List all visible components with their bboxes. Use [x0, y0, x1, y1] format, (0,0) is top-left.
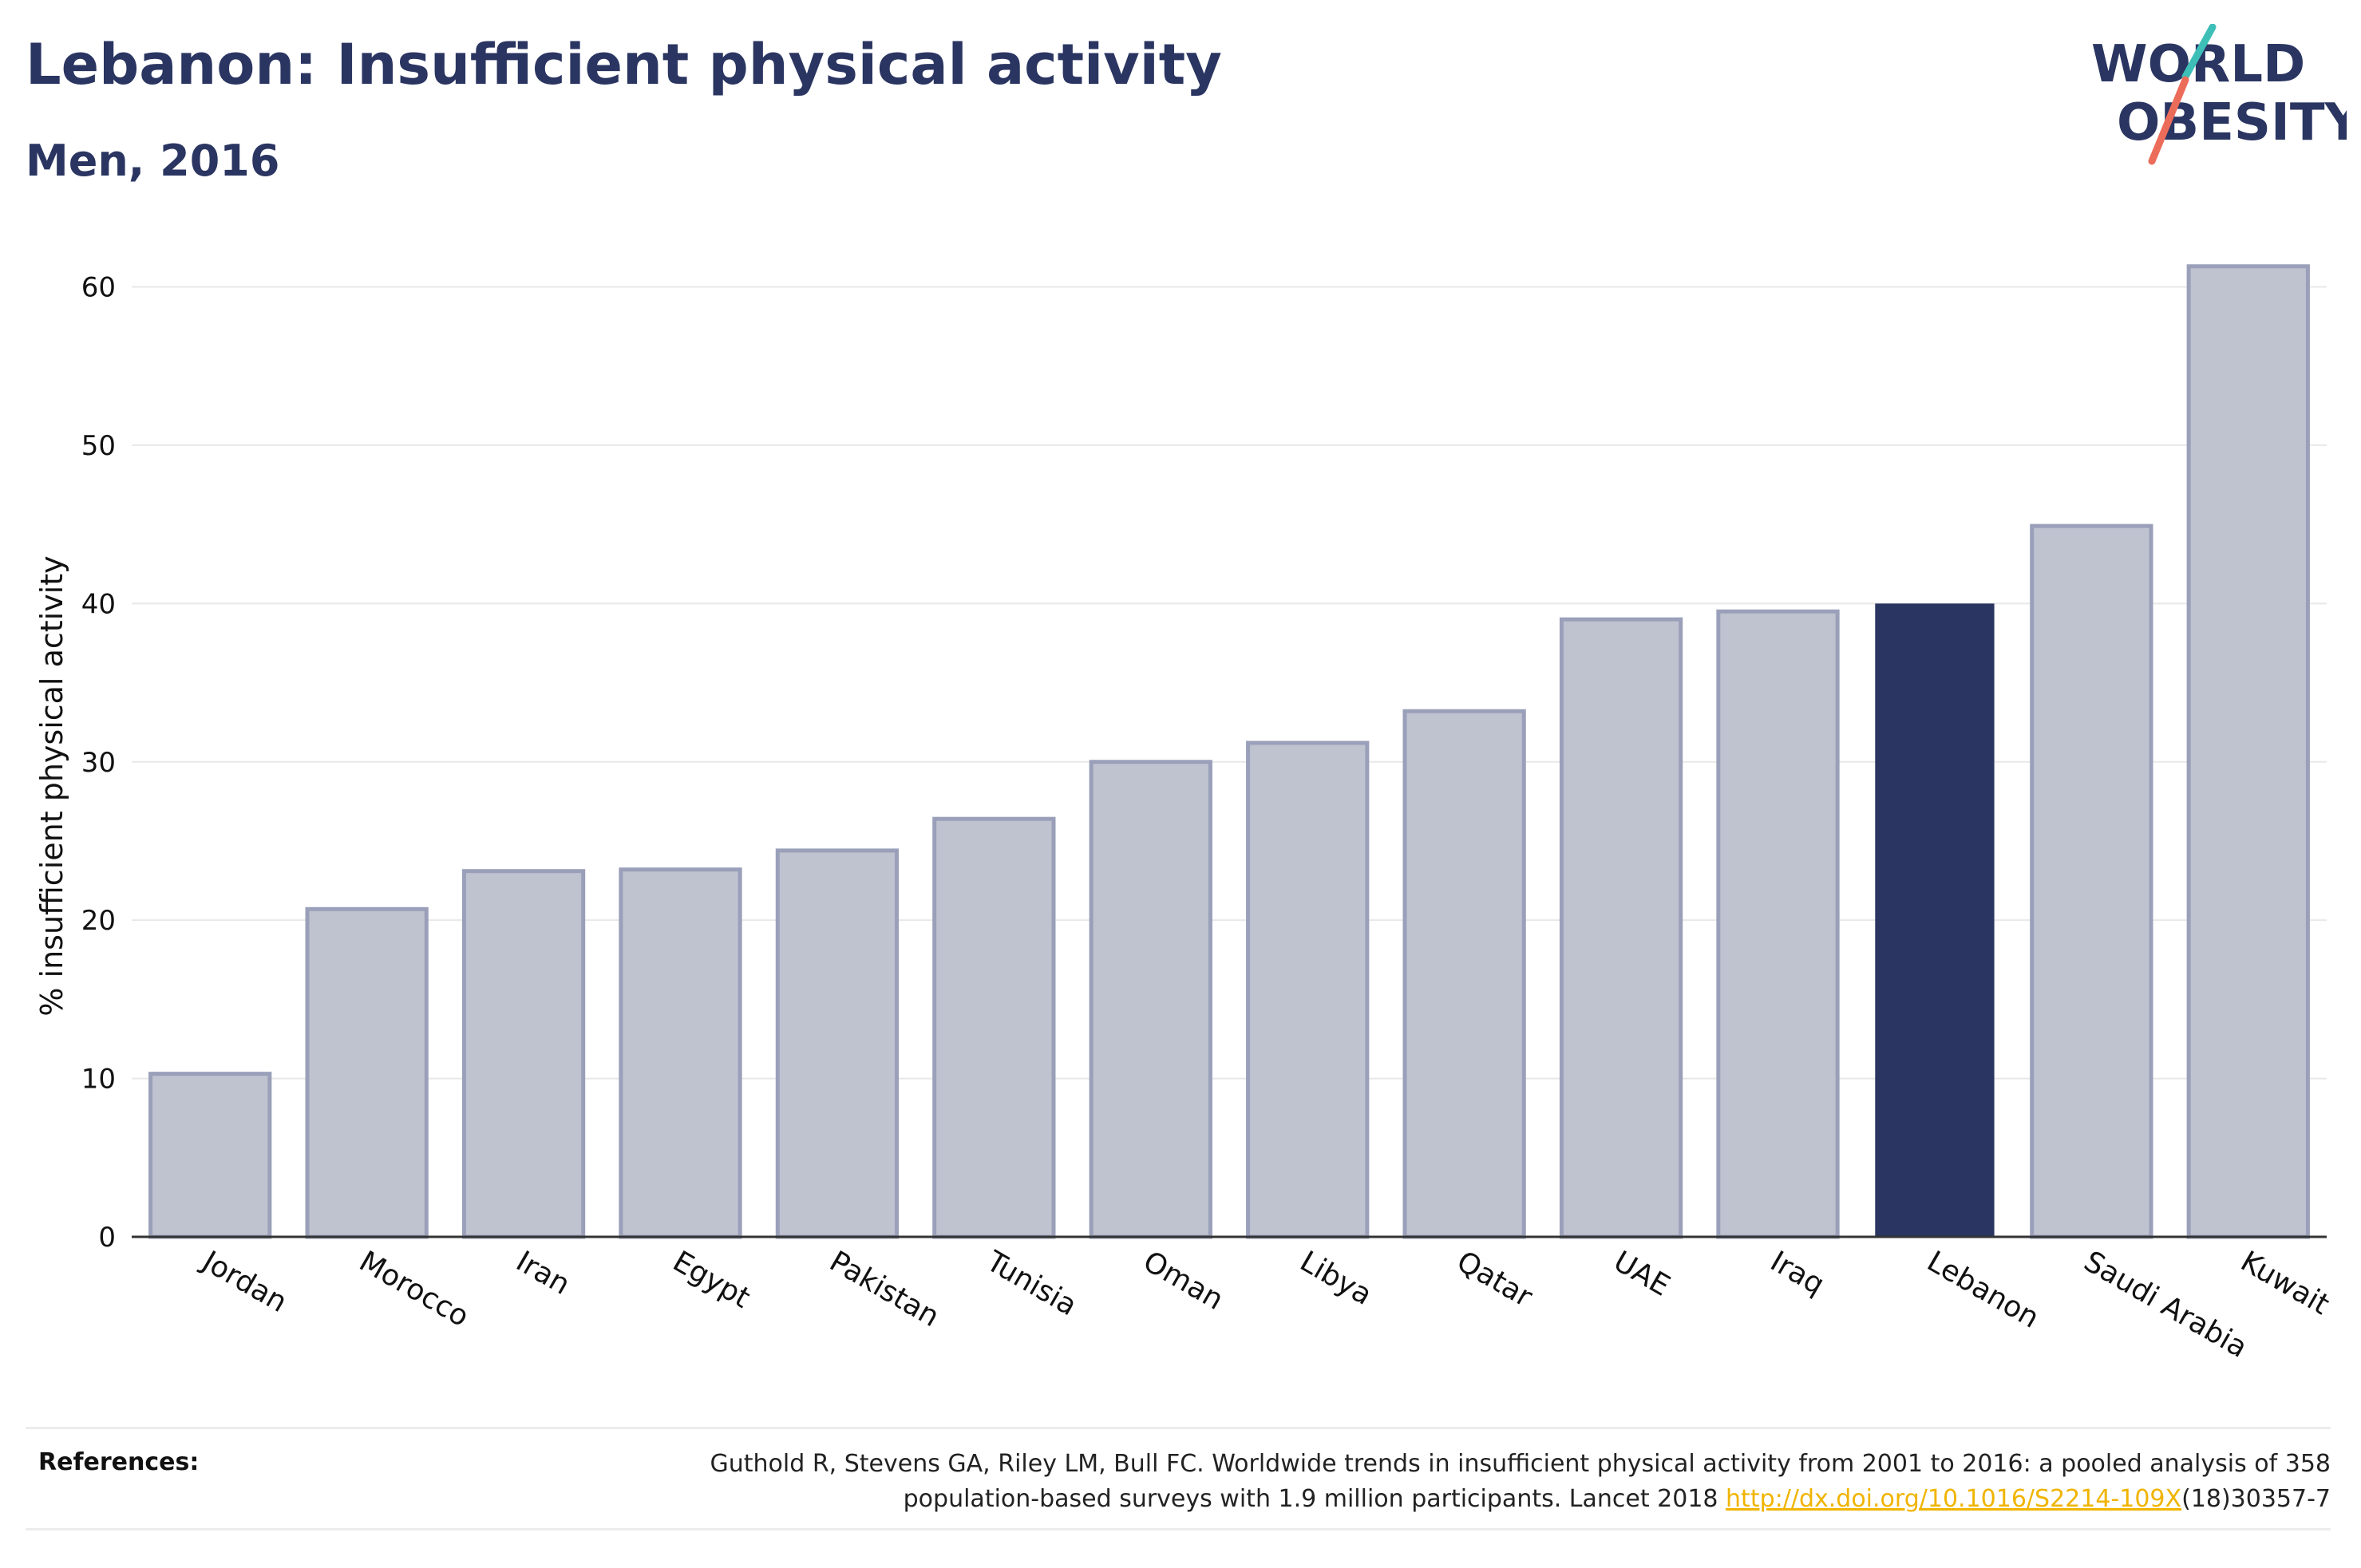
y-tick-label: 50 — [81, 430, 116, 462]
x-tick-label: Iraq — [1765, 1245, 1829, 1301]
bar-chart: 0 10 20 30 40 50 60 Jordan Morocco Iran Egypt Paki… — [34, 264, 2335, 1365]
x-tick-label: Oman — [1137, 1245, 1228, 1317]
references-text: Guthold R, Stevens GA, Riley LM, Bull FC… — [495, 1447, 2331, 1517]
bar-oman — [1089, 760, 1212, 1239]
references-label: References: — [38, 1448, 200, 1476]
x-tick-label: Iran — [511, 1245, 575, 1301]
bar-egypt — [619, 867, 742, 1239]
y-tick-label: 0 — [98, 1222, 116, 1254]
bar-uae — [1559, 617, 1683, 1239]
gridlines — [132, 286, 2327, 1080]
world-obesity-logo: WORLD OBESITY — [2091, 24, 2347, 165]
logo-slash-bottom-icon — [2148, 76, 2189, 165]
x-tick-label: Qatar — [1451, 1245, 1537, 1313]
y-tick-label: 30 — [81, 747, 116, 779]
bar-pakistan — [775, 848, 900, 1239]
x-tick-label: Kuwait — [2235, 1245, 2335, 1321]
references-doi-link[interactable]: http://dx.doi.org/10.1016/S2214-109X — [1726, 1485, 2182, 1513]
x-tick-label: Pakistan — [824, 1245, 944, 1333]
references-line2-end: (18)30357-7 — [2181, 1485, 2331, 1513]
x-tick-label: Lebanon — [1921, 1245, 2044, 1335]
x-tick-label: Tunisia — [980, 1245, 1082, 1322]
y-tick-label: 20 — [81, 905, 116, 937]
x-tick-label: Jordan — [196, 1244, 292, 1319]
bar-iraq — [1716, 609, 1840, 1239]
page-title: Lebanon: Insufficient physical activity — [26, 32, 1222, 97]
x-tick-label: UAE — [1608, 1245, 1675, 1302]
bar-lebanon — [1875, 603, 1995, 1237]
x-tick-label: Egypt — [667, 1245, 755, 1314]
x-tick-label: Morocco — [354, 1245, 474, 1333]
bar-tunisia — [932, 816, 1056, 1239]
bar-iran — [461, 869, 586, 1239]
references-line1: Guthold R, Stevens GA, Riley LM, Bull FC… — [710, 1450, 2331, 1478]
bar-saudi-arabia — [2030, 523, 2153, 1239]
page-subtitle: Men, 2016 — [26, 136, 280, 186]
y-axis-label: % insufficient physical activity — [34, 555, 69, 1016]
logo-slash-top-icon — [2181, 24, 2217, 81]
bar-kuwait — [2186, 264, 2310, 1239]
bar-libya — [1246, 741, 1370, 1239]
x-tick-label: Libya — [1295, 1245, 1378, 1312]
bar-jordan — [148, 1072, 272, 1239]
references-section: References: Guthold R, Stevens GA, Riley… — [26, 1427, 2331, 1530]
x-tick-labels: Jordan Morocco Iran Egypt Pakistan Tunisia Oma… — [196, 1244, 2335, 1365]
bar-morocco — [305, 906, 429, 1239]
bar-qatar — [1402, 709, 1526, 1239]
x-tick-label: Saudi Arabia — [2078, 1245, 2252, 1365]
references-line2: population-based surveys with 1.9 millio… — [903, 1485, 1726, 1513]
y-tick-label: 40 — [81, 588, 116, 620]
y-tick-labels: 0 10 20 30 40 50 60 — [81, 272, 116, 1254]
logo-line2: OBESITY — [2117, 93, 2347, 152]
bars — [148, 264, 2310, 1239]
y-tick-label: 10 — [81, 1064, 116, 1096]
y-tick-label: 60 — [81, 272, 116, 304]
logo-line1: WORLD — [2091, 35, 2305, 94]
